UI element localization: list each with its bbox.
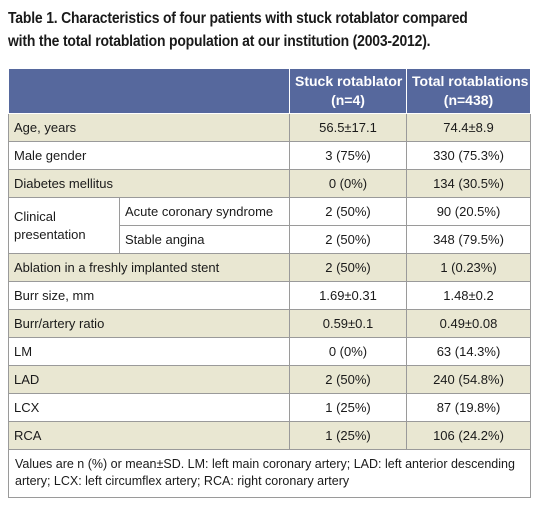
table-row-burr-size: Burr size, mm 1.69±0.31 1.48±0.2 <box>8 281 531 310</box>
characteristics-table: Stuck rotablator (n=4) Total rotablation… <box>8 68 531 498</box>
cell-total: 330 (75.3%) <box>406 141 531 170</box>
row-label: Age, years <box>8 113 290 142</box>
row-label: Diabetes mellitus <box>8 169 290 198</box>
table-row-acs: Clinical presentation Acute coronary syn… <box>8 197 531 254</box>
table-footnote-row: Values are n (%) or mean±SD. LM: left ma… <box>8 449 531 498</box>
row-label: LCX <box>8 393 290 422</box>
row-label: Ablation in a freshly implanted stent <box>8 253 290 282</box>
cell-stuck: 2 (50%) <box>289 225 407 254</box>
cell-stuck: 3 (75%) <box>289 141 407 170</box>
table-row-diabetes: Diabetes mellitus 0 (0%) 134 (30.5%) <box>8 169 531 198</box>
cell-stuck: 1 (25%) <box>289 393 407 422</box>
header-stuck-n: (n=4) <box>331 92 365 108</box>
row-label: Burr/artery ratio <box>8 309 290 338</box>
cell-stuck: 56.5±17.1 <box>289 113 407 142</box>
table-row-lcx: LCX 1 (25%) 87 (19.8%) <box>8 393 531 422</box>
table-row-age: Age, years 56.5±17.1 74.4±8.9 <box>8 113 531 142</box>
cell-total: 87 (19.8%) <box>406 393 531 422</box>
row-sublabel: Acute coronary syndrome <box>119 197 290 226</box>
header-stuck-label: Stuck rotablator <box>295 73 403 89</box>
row-label: LM <box>8 337 290 366</box>
header-total-n: (n=438) <box>443 92 494 108</box>
row-label-clinical: Clinical presentation <box>8 197 120 254</box>
table-footnote: Values are n (%) or mean±SD. LM: left ma… <box>8 449 531 498</box>
table-row-rca: RCA 1 (25%) 106 (24.2%) <box>8 421 531 450</box>
cell-total: 240 (54.8%) <box>406 365 531 394</box>
row-label: Burr size, mm <box>8 281 290 310</box>
cell-total: 106 (24.2%) <box>406 421 531 450</box>
cell-stuck: 1.69±0.31 <box>289 281 407 310</box>
header-total-label: Total rotablations <box>412 73 529 89</box>
cell-stuck: 1 (25%) <box>289 421 407 450</box>
table-row-lm: LM 0 (0%) 63 (14.3%) <box>8 337 531 366</box>
cell-stuck: 2 (50%) <box>289 197 407 226</box>
cell-stuck: 0 (0%) <box>289 169 407 198</box>
row-label: LAD <box>8 365 290 394</box>
row-sublabel: Stable angina <box>119 225 290 254</box>
table-row-stable: Stable angina 2 (50%) 348 (79.5%) <box>9 225 531 254</box>
table-row-burr-ratio: Burr/artery ratio 0.59±0.1 0.49±0.08 <box>8 309 531 338</box>
cell-total: 348 (79.5%) <box>406 225 531 254</box>
cell-total: 134 (30.5%) <box>406 169 531 198</box>
cell-total: 1 (0.23%) <box>406 253 531 282</box>
cell-stuck: 2 (50%) <box>289 253 407 282</box>
table-title: Table 1. Characteristics of four patient… <box>8 7 481 53</box>
row-label: Male gender <box>8 141 290 170</box>
cell-total: 63 (14.3%) <box>406 337 531 366</box>
cell-total: 74.4±8.9 <box>406 113 531 142</box>
table-row-lad: LAD 2 (50%) 240 (54.8%) <box>8 365 531 394</box>
cell-total: 90 (20.5%) <box>406 197 531 226</box>
cell-stuck: 0.59±0.1 <box>289 309 407 338</box>
cell-total: 0.49±0.08 <box>406 309 531 338</box>
cell-total: 1.48±0.2 <box>406 281 531 310</box>
table-row-ablation: Ablation in a freshly implanted stent 2 … <box>8 253 531 282</box>
header-total-rotablations: Total rotablations (n=438) <box>406 68 531 114</box>
table-header-row: Stuck rotablator (n=4) Total rotablation… <box>8 68 531 114</box>
table-title-line-2: with the total rotablation population at… <box>8 33 431 50</box>
table-row-male: Male gender 3 (75%) 330 (75.3%) <box>8 141 531 170</box>
header-stuck-rotablator: Stuck rotablator (n=4) <box>289 68 407 114</box>
table-title-line-1: Table 1. Characteristics of four patient… <box>8 10 468 27</box>
cell-stuck: 2 (50%) <box>289 365 407 394</box>
header-blank-cell <box>8 68 290 114</box>
cell-stuck: 0 (0%) <box>289 337 407 366</box>
row-label: RCA <box>8 421 290 450</box>
